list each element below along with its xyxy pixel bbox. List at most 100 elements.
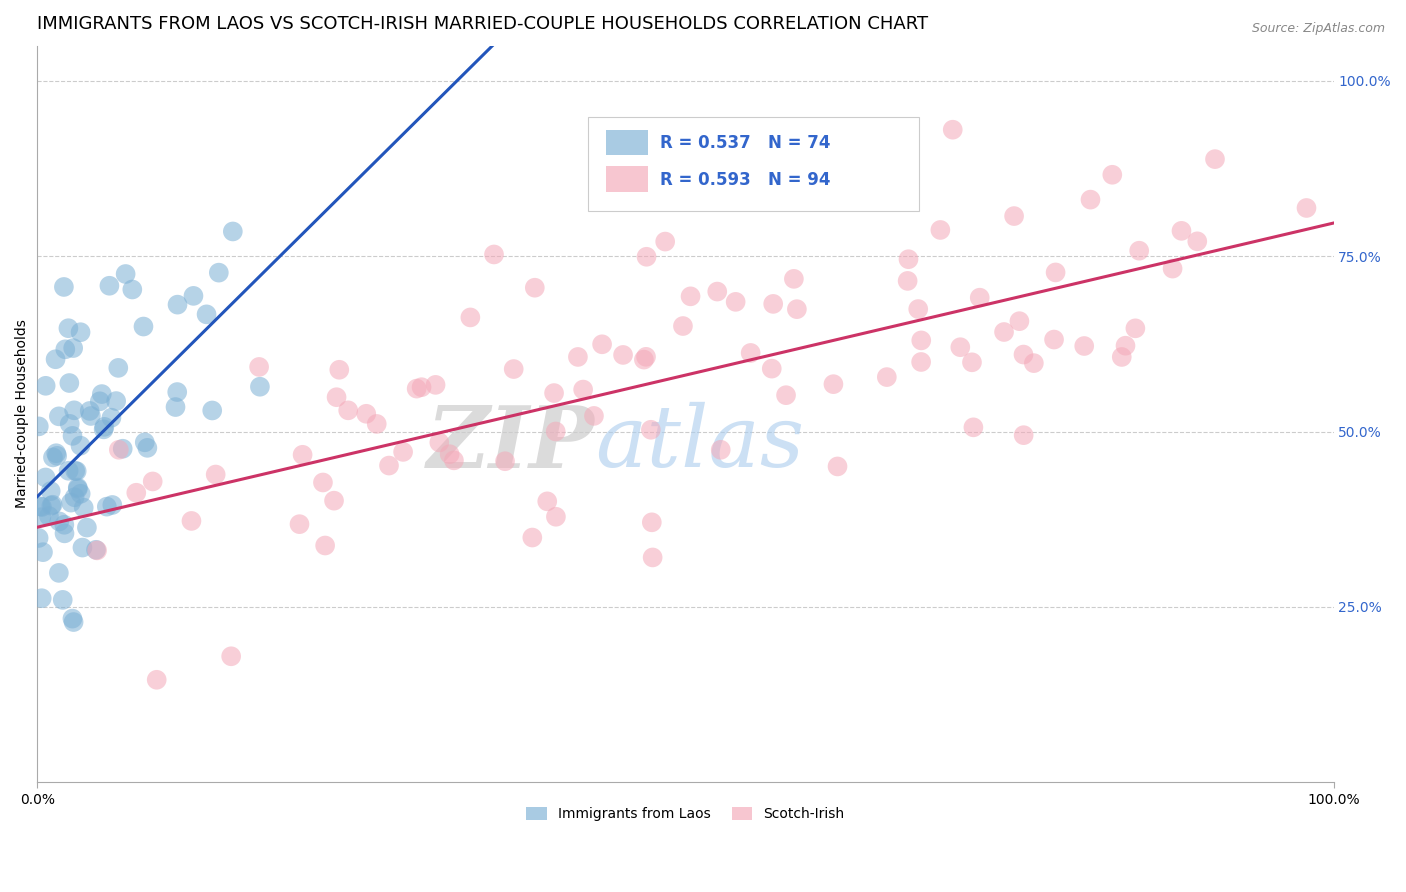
- Scotch-Irish: [523, 281, 546, 295]
- Scotch-Irish: [1012, 428, 1035, 442]
- Immigrants from Laos: [195, 307, 218, 321]
- Scotch-Irish: [86, 543, 108, 558]
- Immigrants from Laos: [39, 484, 62, 499]
- Immigrants from Laos: [62, 341, 84, 355]
- Scotch-Irish: [354, 407, 377, 421]
- Immigrants from Laos: [58, 321, 80, 335]
- Scotch-Irish: [962, 420, 984, 434]
- Scotch-Irish: [612, 348, 634, 362]
- Immigrants from Laos: [48, 566, 70, 580]
- Scotch-Irish: [543, 386, 565, 401]
- Text: ZIP: ZIP: [427, 401, 595, 485]
- Scotch-Irish: [323, 493, 346, 508]
- Immigrants from Laos: [59, 417, 82, 431]
- Scotch-Irish: [929, 223, 952, 237]
- Text: IMMIGRANTS FROM LAOS VS SCOTCH-IRISH MARRIED-COUPLE HOUSEHOLDS CORRELATION CHART: IMMIGRANTS FROM LAOS VS SCOTCH-IRISH MAR…: [38, 15, 928, 33]
- Immigrants from Laos: [46, 449, 69, 463]
- Scotch-Irish: [536, 494, 558, 508]
- Scotch-Irish: [679, 289, 702, 303]
- Scotch-Irish: [337, 403, 360, 417]
- Immigrants from Laos: [249, 380, 271, 394]
- Immigrants from Laos: [63, 403, 86, 417]
- Scotch-Irish: [567, 350, 589, 364]
- Scotch-Irish: [897, 252, 920, 267]
- FancyBboxPatch shape: [606, 129, 648, 154]
- Text: atlas: atlas: [595, 402, 804, 485]
- Immigrants from Laos: [63, 464, 86, 478]
- Scotch-Irish: [108, 442, 131, 457]
- Scotch-Irish: [634, 350, 657, 364]
- Scotch-Irish: [378, 458, 401, 473]
- Scotch-Irish: [949, 340, 972, 354]
- Immigrants from Laos: [165, 400, 187, 414]
- Immigrants from Laos: [114, 267, 136, 281]
- Immigrants from Laos: [63, 490, 86, 504]
- Immigrants from Laos: [93, 420, 115, 434]
- Immigrants from Laos: [66, 481, 89, 495]
- Scotch-Irish: [910, 334, 932, 348]
- Scotch-Irish: [775, 388, 797, 402]
- Immigrants from Laos: [30, 500, 52, 514]
- Immigrants from Laos: [69, 487, 91, 501]
- Immigrants from Laos: [132, 319, 155, 334]
- Scotch-Irish: [1204, 152, 1226, 166]
- Scotch-Irish: [482, 247, 505, 261]
- Immigrants from Laos: [96, 500, 118, 514]
- Immigrants from Laos: [48, 409, 70, 424]
- Scotch-Irish: [1187, 235, 1209, 249]
- Scotch-Irish: [641, 550, 664, 565]
- Scotch-Irish: [1045, 265, 1067, 279]
- Scotch-Irish: [724, 294, 747, 309]
- Scotch-Irish: [897, 274, 920, 288]
- Immigrants from Laos: [62, 429, 84, 443]
- Scotch-Irish: [204, 467, 226, 482]
- Immigrants from Laos: [27, 531, 49, 545]
- Immigrants from Laos: [93, 422, 115, 436]
- Scotch-Irish: [762, 297, 785, 311]
- Immigrants from Laos: [136, 441, 159, 455]
- Scotch-Irish: [1101, 168, 1123, 182]
- Scotch-Irish: [1043, 333, 1066, 347]
- Scotch-Irish: [993, 325, 1015, 339]
- Scotch-Irish: [325, 390, 347, 404]
- Scotch-Irish: [145, 673, 167, 687]
- Immigrants from Laos: [166, 298, 188, 312]
- Immigrants from Laos: [111, 442, 134, 456]
- Scotch-Irish: [392, 445, 415, 459]
- Scotch-Irish: [411, 380, 433, 394]
- Immigrants from Laos: [66, 482, 89, 496]
- Immigrants from Laos: [101, 498, 124, 512]
- Scotch-Irish: [960, 355, 983, 369]
- Immigrants from Laos: [58, 464, 80, 478]
- Immigrants from Laos: [72, 541, 94, 555]
- Scotch-Irish: [969, 291, 991, 305]
- Immigrants from Laos: [222, 224, 245, 238]
- Scotch-Irish: [827, 459, 849, 474]
- Text: Source: ZipAtlas.com: Source: ZipAtlas.com: [1251, 22, 1385, 36]
- Text: R = 0.537   N = 74: R = 0.537 N = 74: [659, 134, 830, 152]
- Scotch-Irish: [1114, 339, 1136, 353]
- Scotch-Irish: [876, 370, 898, 384]
- Legend: Immigrants from Laos, Scotch-Irish: Immigrants from Laos, Scotch-Irish: [520, 802, 851, 827]
- Scotch-Irish: [443, 453, 465, 467]
- Immigrants from Laos: [183, 289, 205, 303]
- Scotch-Irish: [740, 346, 762, 360]
- Immigrants from Laos: [31, 500, 53, 514]
- Scotch-Irish: [1008, 314, 1031, 328]
- Scotch-Irish: [1022, 356, 1045, 370]
- Immigrants from Laos: [58, 376, 80, 390]
- Scotch-Irish: [706, 285, 728, 299]
- Scotch-Irish: [328, 363, 350, 377]
- Immigrants from Laos: [30, 510, 52, 524]
- Immigrants from Laos: [84, 542, 107, 557]
- Immigrants from Laos: [79, 404, 101, 418]
- Immigrants from Laos: [38, 509, 60, 524]
- Scotch-Irish: [654, 235, 676, 249]
- Scotch-Irish: [247, 359, 270, 374]
- Scotch-Irish: [502, 362, 524, 376]
- Scotch-Irish: [1161, 261, 1184, 276]
- Scotch-Irish: [1170, 224, 1192, 238]
- Immigrants from Laos: [69, 325, 91, 339]
- Text: R = 0.593   N = 94: R = 0.593 N = 94: [659, 170, 830, 189]
- Scotch-Irish: [1295, 201, 1317, 215]
